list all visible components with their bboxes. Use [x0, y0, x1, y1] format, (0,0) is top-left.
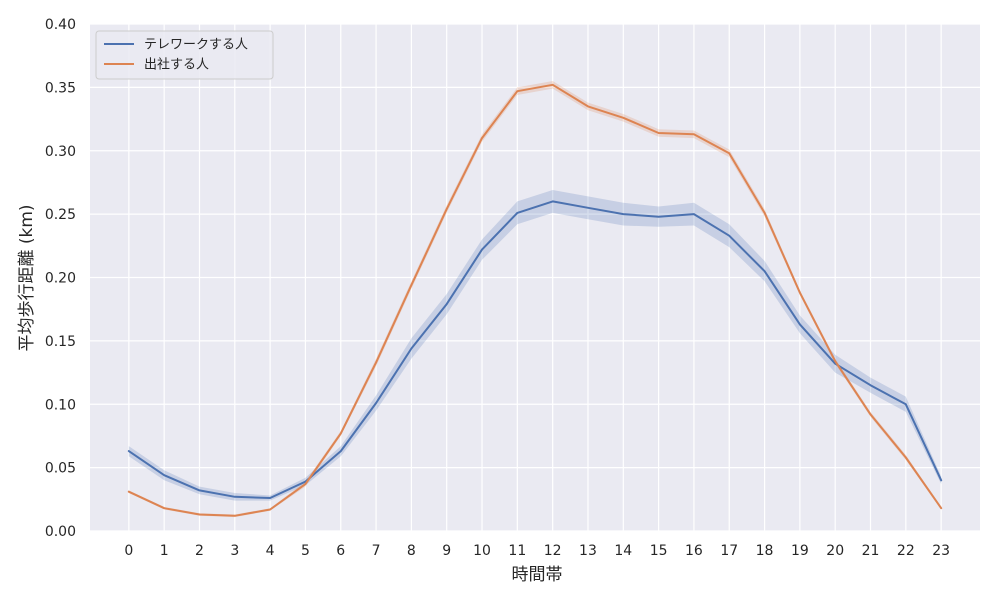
x-tick-label: 10: [473, 543, 491, 559]
x-tick-label: 11: [508, 543, 526, 559]
x-tick-label: 6: [336, 543, 345, 559]
data-point-0: [340, 450, 342, 452]
x-tick-label: 5: [301, 543, 310, 559]
x-tick-label: 16: [685, 543, 703, 559]
legend: テレワークする人 出社する人: [95, 30, 274, 80]
data-point-0: [764, 270, 766, 272]
data-point-0: [481, 249, 483, 251]
x-tick-label: 20: [826, 543, 844, 559]
y-tick-label: 0.35: [45, 80, 76, 96]
series-lines: [127, 83, 943, 517]
data-point-0: [552, 200, 554, 202]
y-tick-label: 0.05: [45, 461, 76, 477]
y-tick-label: 0.15: [45, 334, 76, 350]
series-line-1: [127, 83, 943, 517]
x-tick-label: 14: [614, 543, 632, 559]
x-tick-label: 21: [862, 543, 880, 559]
data-point-1: [870, 413, 872, 415]
x-tick-label: 2: [195, 543, 204, 559]
legend-box: [95, 30, 274, 80]
data-point-1: [940, 507, 942, 509]
data-point-0: [587, 207, 589, 209]
data-point-0: [234, 496, 236, 498]
data-point-0: [799, 323, 801, 325]
data-point-1: [234, 515, 236, 517]
data-point-1: [199, 514, 201, 516]
data-point-1: [340, 432, 342, 434]
x-tick-labels: 0 1 2 3 4 5 6 7 8 9 10 11 12 13 14 15 16 17 18 19 20 21 22 23: [124, 543, 950, 559]
x-tick-label: 4: [266, 543, 275, 559]
series-line-0: [127, 200, 943, 499]
data-point-1: [269, 509, 271, 511]
legend-label-office: 出社する人: [144, 57, 209, 73]
y-tick-labels: 0.00 0.05 0.10 0.15 0.20 0.25 0.30 0.35 0.40: [45, 17, 76, 540]
x-tick-label: 0: [124, 543, 133, 559]
data-point-1: [764, 212, 766, 214]
data-point-0: [375, 402, 377, 404]
data-point-1: [163, 507, 165, 509]
y-axis-title: 平均歩行距離 (km): [17, 204, 37, 351]
data-point-1: [905, 457, 907, 459]
data-point-1: [304, 483, 306, 485]
data-point-1: [658, 132, 660, 134]
data-point-1: [799, 292, 801, 294]
x-tick-label: 19: [791, 543, 809, 559]
data-point-1: [375, 361, 377, 363]
data-point-0: [728, 235, 730, 237]
data-point-0: [658, 216, 660, 218]
data-point-0: [199, 489, 201, 491]
legend-label-telework: テレワークする人: [144, 38, 248, 53]
data-point-0: [410, 348, 412, 350]
x-axis-title: 時間帯: [512, 565, 563, 585]
data-point-0: [128, 450, 130, 452]
data-point-0: [940, 479, 942, 481]
data-point-0: [269, 497, 271, 499]
x-tick-label: 3: [230, 543, 239, 559]
x-tick-label: 23: [932, 543, 950, 559]
data-point-0: [446, 303, 448, 305]
y-tick-label: 0.40: [45, 17, 76, 33]
x-tick-label: 9: [442, 543, 451, 559]
y-tick-label: 0.25: [45, 207, 76, 223]
data-point-1: [446, 208, 448, 210]
x-tick-label: 12: [544, 543, 562, 559]
x-tick-label: 8: [407, 543, 416, 559]
data-point-1: [128, 491, 130, 493]
data-point-1: [622, 117, 624, 119]
y-tick-label: 0.30: [45, 144, 76, 160]
x-tick-label: 15: [650, 543, 668, 559]
data-point-0: [905, 403, 907, 405]
data-point-1: [587, 105, 589, 107]
x-tick-label: 7: [372, 543, 381, 559]
y-tick-label: 0.20: [45, 271, 76, 287]
data-point-0: [622, 213, 624, 215]
x-tick-label: 17: [720, 543, 738, 559]
data-point-1: [728, 152, 730, 154]
grid-lines: [90, 23, 980, 532]
x-tick-label: 18: [756, 543, 774, 559]
data-point-1: [552, 84, 554, 86]
x-tick-label: 22: [897, 543, 915, 559]
data-point-1: [834, 360, 836, 362]
data-point-1: [516, 90, 518, 92]
data-point-1: [410, 284, 412, 286]
data-point-0: [870, 384, 872, 386]
y-tick-label: 0.00: [45, 524, 76, 540]
x-tick-label: 13: [579, 543, 597, 559]
data-point-1: [693, 133, 695, 135]
data-point-1: [481, 137, 483, 139]
data-point-0: [516, 212, 518, 214]
data-point-0: [693, 213, 695, 215]
y-tick-label: 0.10: [45, 397, 76, 413]
data-point-0: [163, 474, 165, 476]
x-tick-label: 1: [160, 543, 169, 559]
